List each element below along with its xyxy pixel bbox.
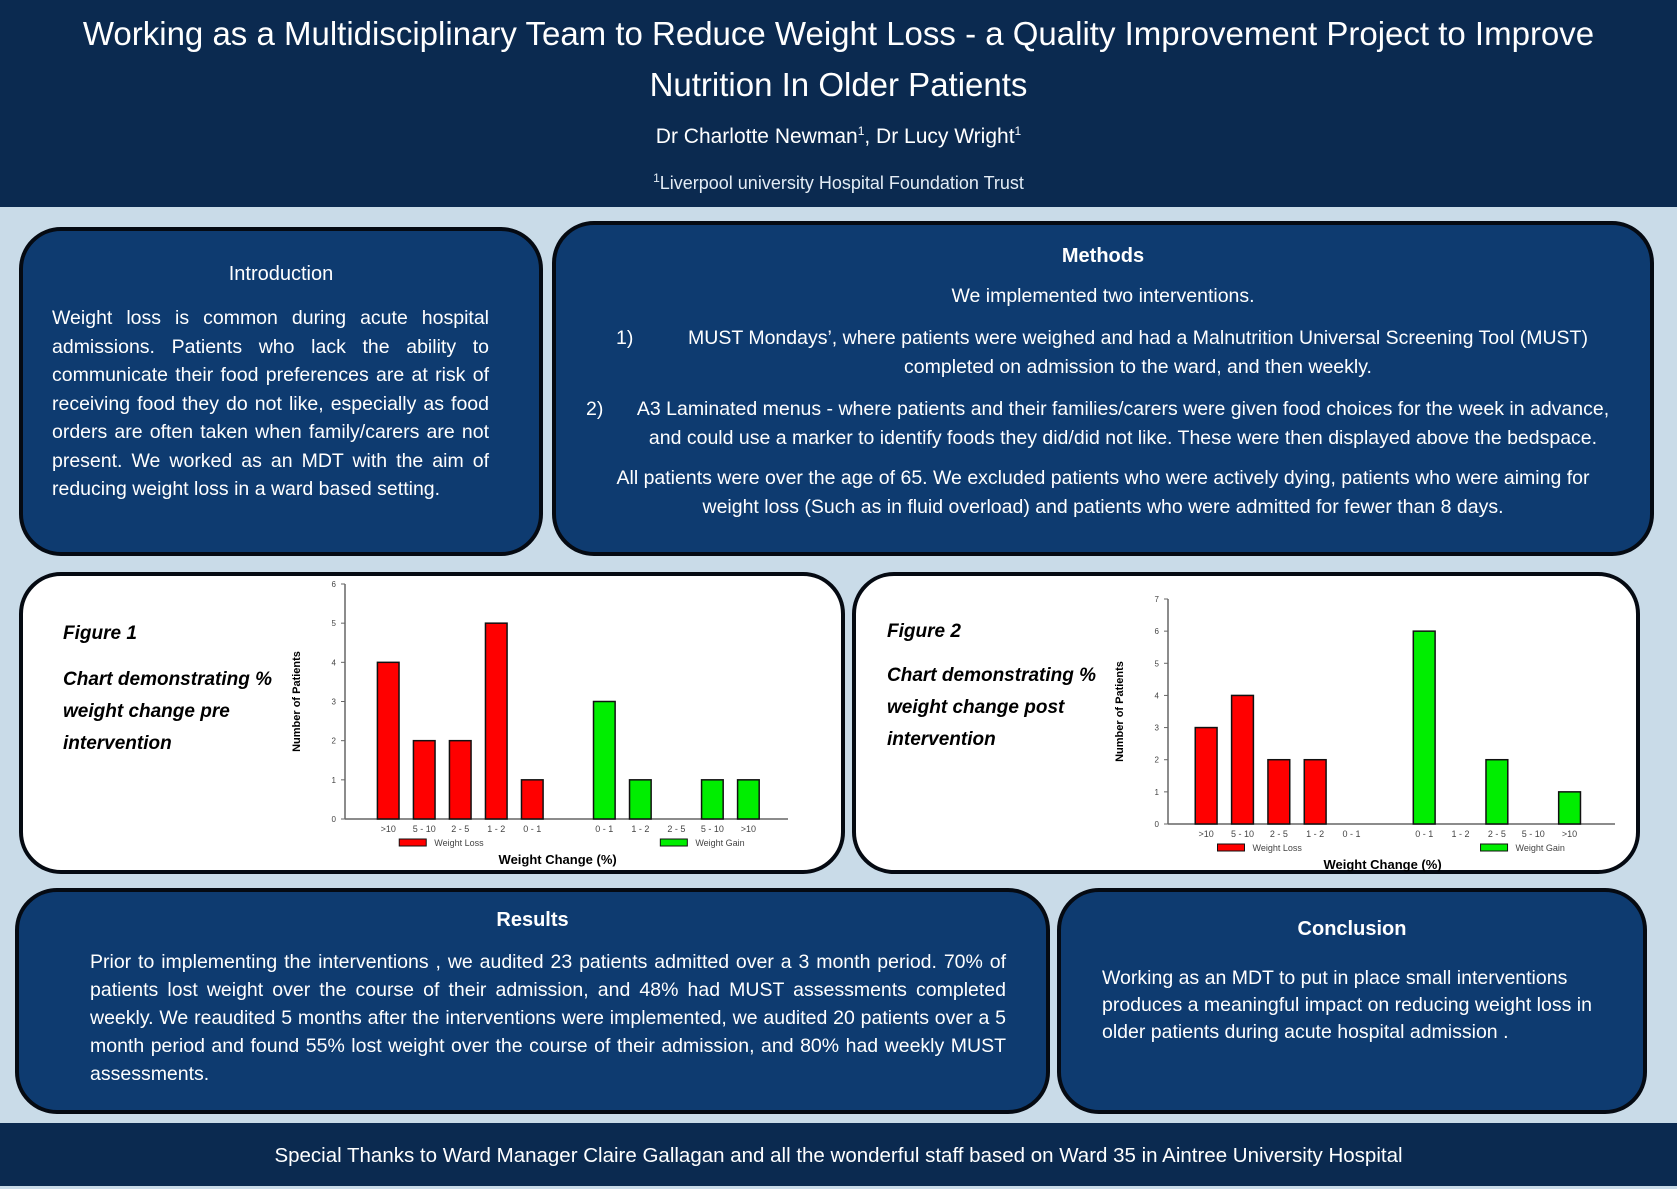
bar bbox=[1303, 758, 1327, 825]
x-axis-title: Weight Change (%) bbox=[499, 852, 617, 867]
poster-header: Working as a Multidisciplinary Team to R… bbox=[0, 0, 1677, 207]
legend-swatch bbox=[398, 838, 427, 847]
figure1-panel: Figure 1 Chart demonstrating % weight ch… bbox=[19, 572, 845, 874]
bar bbox=[412, 739, 436, 820]
section-title: Introduction bbox=[228, 263, 334, 285]
y-tick-label: 0 bbox=[1155, 820, 1160, 829]
bar bbox=[1267, 758, 1291, 825]
legend-label: Weight Loss bbox=[1253, 843, 1303, 853]
figure-caption: Chart demonstrating % weight change post… bbox=[887, 665, 1097, 750]
figure2-chart: 0 1 2 3 4 5 6 7 >10 5 - 10 2 - 5 1 - 2 0 - 1 Weight L… bbox=[1114, 595, 1615, 872]
section-title: Results bbox=[496, 909, 569, 931]
bar bbox=[1485, 758, 1509, 825]
results-text: Prior to implementing the interventions … bbox=[90, 951, 1006, 1085]
legend-swatch bbox=[1480, 843, 1509, 852]
x-axis-title: Weight Change (%) bbox=[1323, 857, 1441, 872]
x-tick-label: >10 bbox=[741, 824, 756, 834]
methods-item: 1) MUST Mondays’, where patients were wei… bbox=[616, 327, 1588, 378]
y-tick-label: 3 bbox=[332, 698, 337, 707]
y-tick-label: 1 bbox=[332, 776, 337, 785]
y-axis-title: Number of Patients bbox=[1114, 661, 1126, 762]
bar bbox=[376, 661, 400, 820]
x-tick-label: >10 bbox=[1562, 829, 1577, 839]
results-panel: Results Prior to implementing the interv… bbox=[15, 888, 1050, 1114]
bar bbox=[592, 700, 616, 820]
legend-label: Weight Gain bbox=[695, 838, 744, 848]
methods-criteria: All patients were over the age of 65. We… bbox=[616, 467, 1590, 518]
bar bbox=[700, 779, 724, 820]
y-tick-label: 5 bbox=[332, 619, 337, 628]
x-tick-label: 5 - 10 bbox=[413, 824, 436, 834]
footer: Special Thanks to Ward Manager Claire Ga… bbox=[0, 1123, 1677, 1186]
affiliation: 1Liverpool university Hospital Foundatio… bbox=[653, 171, 1024, 193]
x-tick-label: 2 - 5 bbox=[667, 824, 685, 834]
x-tick-label: 2 - 5 bbox=[451, 824, 469, 834]
bar bbox=[1230, 694, 1255, 825]
introduction-text: Weight loss is common during acute hospi… bbox=[52, 307, 489, 500]
legend-label: Weight Loss bbox=[434, 838, 484, 848]
bar bbox=[1557, 791, 1582, 825]
y-tick-label: 6 bbox=[1155, 627, 1160, 636]
conclusion-panel: Conclusion Working as an MDT to put in p… bbox=[1057, 888, 1647, 1114]
bar bbox=[628, 779, 652, 820]
section-title: Methods bbox=[1061, 245, 1145, 267]
x-tick-label: 2 - 5 bbox=[1270, 829, 1288, 839]
figure-label: Figure 2 bbox=[887, 621, 961, 642]
y-tick-label: 7 bbox=[1155, 595, 1160, 604]
y-tick-label: 4 bbox=[332, 658, 337, 667]
bar bbox=[1412, 630, 1436, 825]
introduction-panel: Introduction Weight loss is common durin… bbox=[19, 227, 543, 556]
bar bbox=[484, 622, 508, 820]
y-tick-label: 3 bbox=[1155, 724, 1160, 733]
poster-title: Working as a Multidisciplinary Team to R… bbox=[82, 15, 1595, 103]
y-tick-label: 5 bbox=[1155, 659, 1160, 668]
author: Dr Lucy Wright bbox=[876, 125, 1015, 148]
methods-intro: We implemented two interventions. bbox=[951, 285, 1255, 307]
x-tick-label: 5 - 10 bbox=[1231, 829, 1254, 839]
section-title: Conclusion bbox=[1297, 918, 1407, 940]
y-tick-label: 2 bbox=[332, 737, 337, 746]
legend-swatch bbox=[1217, 843, 1245, 852]
y-tick-label: 0 bbox=[332, 815, 337, 824]
methods-panel: Methods We implemented two interventions… bbox=[552, 221, 1654, 556]
methods-item: 2) A3 Laminated menus - where patients an… bbox=[586, 398, 1610, 449]
authors: Dr Charlotte Newman1, Dr Lucy Wright1 bbox=[655, 124, 1022, 148]
x-tick-label: 5 - 10 bbox=[701, 824, 724, 834]
x-tick-label: 1 - 2 bbox=[631, 824, 649, 834]
x-tick-label: >10 bbox=[1199, 829, 1214, 839]
conclusion-text: Working as an MDT to put in place small … bbox=[1102, 967, 1592, 1043]
figure-caption: Chart demonstrating % weight change pre … bbox=[63, 669, 273, 754]
bar bbox=[448, 739, 472, 820]
bar bbox=[1194, 726, 1218, 825]
y-axis-title: Number of Patients bbox=[291, 651, 303, 752]
x-tick-label: 1 - 2 bbox=[1452, 829, 1470, 839]
figure-label: Figure 1 bbox=[63, 623, 137, 644]
bar bbox=[520, 779, 544, 820]
acknowledgement: Special Thanks to Ward Manager Claire Ga… bbox=[274, 1144, 1403, 1167]
x-tick-label: 0 - 1 bbox=[523, 824, 541, 834]
legend-label: Weight Gain bbox=[1516, 843, 1565, 853]
figure2-panel: Figure 2 Chart demonstrating % weight ch… bbox=[852, 572, 1640, 874]
x-tick-label: 0 - 1 bbox=[1343, 829, 1361, 839]
y-tick-label: 6 bbox=[332, 580, 337, 589]
legend-swatch bbox=[659, 838, 688, 847]
x-tick-label: 0 - 1 bbox=[1415, 829, 1433, 839]
x-tick-label: 2 - 5 bbox=[1488, 829, 1506, 839]
x-tick-label: 1 - 2 bbox=[1306, 829, 1324, 839]
y-tick-label: 1 bbox=[1155, 788, 1160, 797]
bar bbox=[736, 779, 760, 820]
y-tick-label: 2 bbox=[1155, 756, 1160, 765]
x-tick-label: 0 - 1 bbox=[595, 824, 613, 834]
y-tick-label: 4 bbox=[1155, 691, 1160, 700]
figure1-chart: 0 1 2 3 4 5 6 >10 5 - 10 2 - 5 1 - 2 0 - 1 Weight Lo… bbox=[291, 580, 788, 867]
x-tick-label: 1 - 2 bbox=[487, 824, 505, 834]
x-tick-label: 5 - 10 bbox=[1522, 829, 1545, 839]
x-tick-label: >10 bbox=[381, 824, 396, 834]
author: Dr Charlotte Newman bbox=[655, 125, 858, 148]
